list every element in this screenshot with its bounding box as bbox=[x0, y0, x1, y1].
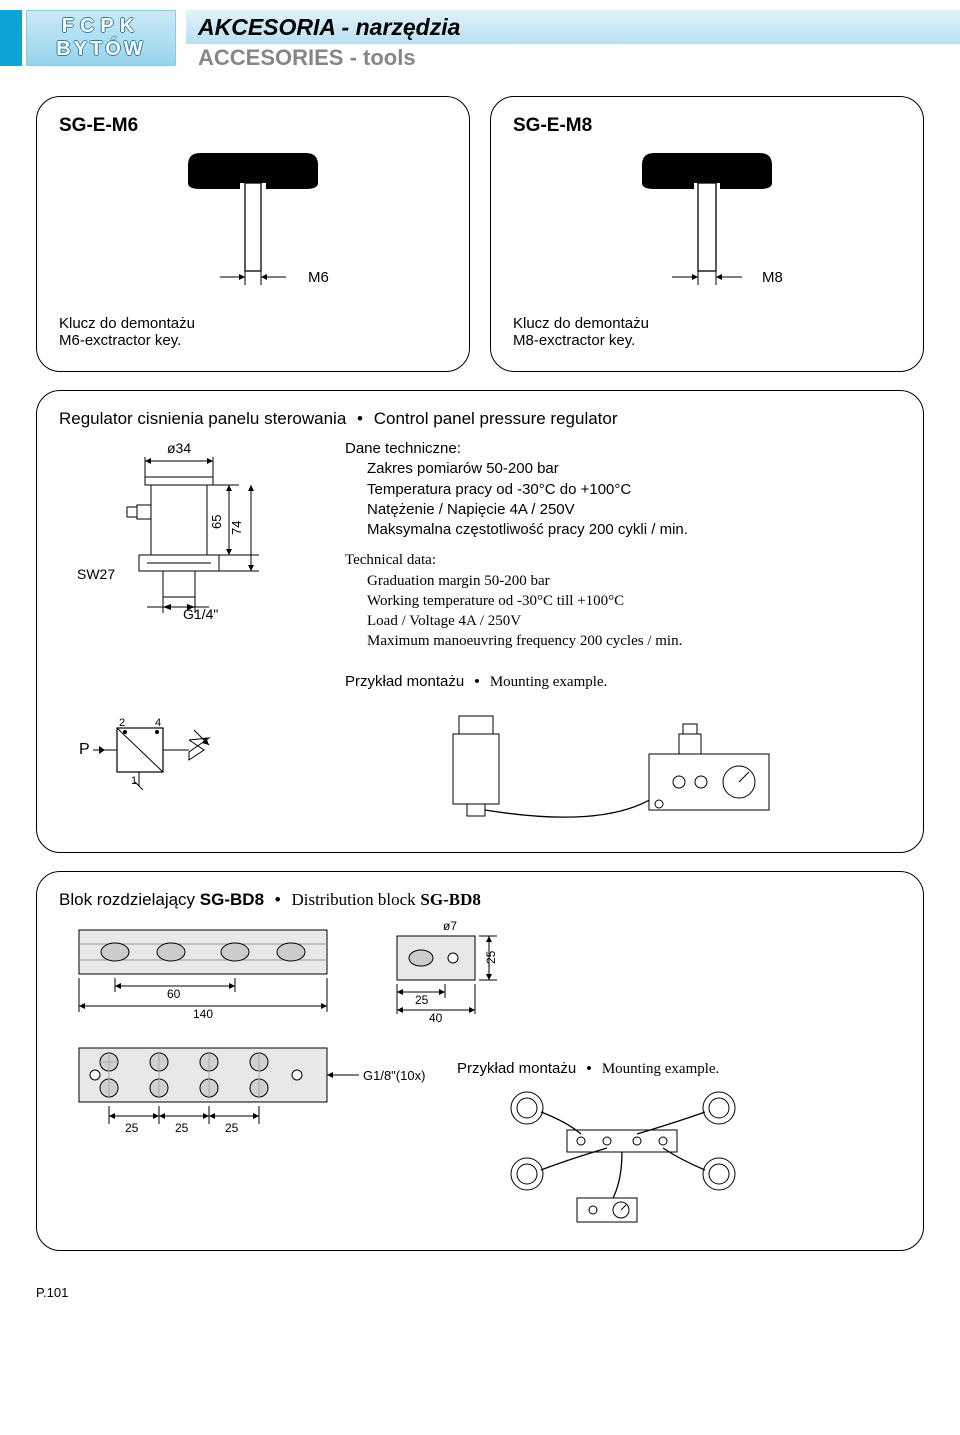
page-footer: P.101 bbox=[0, 1279, 960, 1310]
tech-hdr-pl: Dane techniczne: bbox=[345, 439, 901, 459]
dot-sep bbox=[351, 409, 369, 428]
svg-text:25: 25 bbox=[484, 950, 498, 964]
m8-caption-en: M8-exctractor key. bbox=[513, 332, 901, 349]
bd8-title-pl: Blok rozdzielający bbox=[59, 890, 195, 909]
mount-en: Mounting example. bbox=[490, 674, 607, 690]
panel-regulator: Regulator cisnienia panelu sterowania Co… bbox=[36, 390, 924, 853]
bd8-front-view: 60 140 bbox=[59, 920, 359, 1030]
tech-pl-1: Zakres pomiarów 50-200 bar bbox=[345, 459, 901, 479]
bd8-mount-en: Mounting example. bbox=[602, 1061, 719, 1077]
dot-sep bbox=[269, 890, 287, 909]
logo-box: FCPK BYTÓW bbox=[26, 10, 176, 66]
tech-pl-2: Temperatura pracy od -30°C do +100°C bbox=[345, 480, 901, 500]
svg-text:60: 60 bbox=[167, 987, 181, 1001]
bd8-mount-line: Przykład montażu Mounting example. bbox=[457, 1060, 901, 1078]
svg-text:M8: M8 bbox=[762, 269, 783, 286]
regulator-title-en: Control panel pressure regulator bbox=[374, 409, 618, 428]
bd8-bottom-row: G1/8"(10x) 25 25 25 bbox=[59, 1040, 901, 1228]
bd8-side-view: ø7 25 bbox=[377, 920, 547, 1030]
panel-bd8: Blok rozdzielający SG-BD8 Distribution b… bbox=[36, 871, 924, 1251]
regulator-title-pl: Regulator cisnienia panelu sterowania bbox=[59, 409, 346, 428]
m8-drawing: M8 bbox=[513, 145, 901, 295]
svg-text:ø34: ø34 bbox=[167, 440, 191, 456]
tech-en-3: Load / Voltage 4A / 250V bbox=[345, 611, 901, 631]
svg-text:74: 74 bbox=[229, 521, 244, 535]
bd8-code-2: SG-BD8 bbox=[420, 890, 480, 909]
bd8-top-view: G1/8"(10x) 25 25 25 bbox=[59, 1040, 439, 1160]
panel-m6: SG-E-M6 M6 Klucz do demontażu M6-exc bbox=[36, 96, 470, 372]
panel-m8: SG-E-M8 M8 Klucz do demontażu M8-exctrac… bbox=[490, 96, 924, 372]
dot-sep bbox=[580, 1060, 597, 1077]
svg-text:ø7: ø7 bbox=[443, 920, 457, 933]
bd8-title: Blok rozdzielający SG-BD8 Distribution b… bbox=[59, 890, 901, 910]
pneumatic-symbol: P 2 4 1 bbox=[59, 710, 319, 790]
regulator-drawing: ø34 65 bbox=[59, 437, 319, 657]
svg-text:25: 25 bbox=[175, 1121, 189, 1135]
mount-pl: Przykład montażu bbox=[345, 673, 464, 690]
svg-text:SW27: SW27 bbox=[77, 566, 115, 582]
bd8-mount-block: Przykład montażu Mounting example. bbox=[457, 1040, 901, 1228]
title-en: ACCESORIES - tools bbox=[186, 44, 960, 72]
bd8-title-en: Distribution block bbox=[291, 890, 415, 909]
tkey-row: SG-E-M6 M6 Klucz do demontażu M6-exc bbox=[36, 96, 924, 390]
bd8-code-1: SG-BD8 bbox=[200, 890, 264, 909]
page-header: FCPK BYTÓW AKCESORIA - narzędzia ACCESOR… bbox=[0, 0, 960, 72]
m6-caption-en: M6-exctractor key. bbox=[59, 332, 447, 349]
tech-hdr-en: Technical data: bbox=[345, 550, 901, 570]
regulator-title: Regulator cisnienia panelu sterowania Co… bbox=[59, 409, 901, 429]
svg-text:25: 25 bbox=[415, 993, 429, 1007]
tech-en-4: Maximum manoeuvring frequency 200 cycles… bbox=[345, 631, 901, 651]
m6-drawing: M6 bbox=[59, 145, 447, 295]
panel-m8-code: SG-E-M8 bbox=[513, 115, 901, 137]
svg-text:4: 4 bbox=[155, 717, 161, 729]
bd8-mount-pl: Przykład montażu bbox=[457, 1060, 576, 1077]
mounting-example-drawing bbox=[349, 710, 809, 830]
regulator-example-row: P 2 4 1 bbox=[59, 710, 901, 830]
svg-text:2: 2 bbox=[119, 717, 125, 729]
tech-en-1: Graduation margin 50-200 bar bbox=[345, 571, 901, 591]
logo-line1: FCPK bbox=[62, 15, 140, 38]
svg-text:140: 140 bbox=[193, 1007, 213, 1021]
tech-pl-4: Maksymalna częstotliwość pracy 200 cykli… bbox=[345, 520, 901, 540]
title-block: AKCESORIA - narzędzia ACCESORIES - tools bbox=[186, 10, 960, 72]
m6-caption-pl: Klucz do demontażu bbox=[59, 315, 447, 332]
bd8-top-drawings: 60 140 ø7 bbox=[59, 920, 901, 1030]
panel-m6-code: SG-E-M6 bbox=[59, 115, 447, 137]
svg-text:40: 40 bbox=[429, 1011, 443, 1025]
svg-text:65: 65 bbox=[209, 515, 224, 529]
logo-accent-bar bbox=[0, 10, 22, 66]
bd8-mount-drawing bbox=[457, 1078, 797, 1228]
svg-text:1: 1 bbox=[131, 775, 137, 787]
dot-sep bbox=[468, 673, 485, 690]
svg-text:G1/8"(10x): G1/8"(10x) bbox=[363, 1068, 425, 1083]
svg-text:25: 25 bbox=[125, 1121, 139, 1135]
tech-en-2: Working temperature od -30°C till +100°C bbox=[345, 591, 901, 611]
regulator-mount-line: Przykład montażu Mounting example. bbox=[345, 672, 901, 692]
regulator-text: Dane techniczne: Zakres pomiarów 50-200 … bbox=[345, 437, 901, 692]
tech-pl-3: Natężenie / Napięcie 4A / 250V bbox=[345, 500, 901, 520]
svg-text:25: 25 bbox=[225, 1121, 239, 1135]
m6-dim-label: M6 bbox=[308, 269, 329, 286]
logo-line2: BYTÓW bbox=[56, 38, 145, 61]
m8-caption-pl: Klucz do demontażu bbox=[513, 315, 901, 332]
logo-area: FCPK BYTÓW bbox=[0, 10, 176, 66]
regulator-content: ø34 65 bbox=[59, 437, 901, 692]
title-pl: AKCESORIA - narzędzia bbox=[186, 10, 960, 44]
svg-text:P: P bbox=[79, 741, 90, 758]
